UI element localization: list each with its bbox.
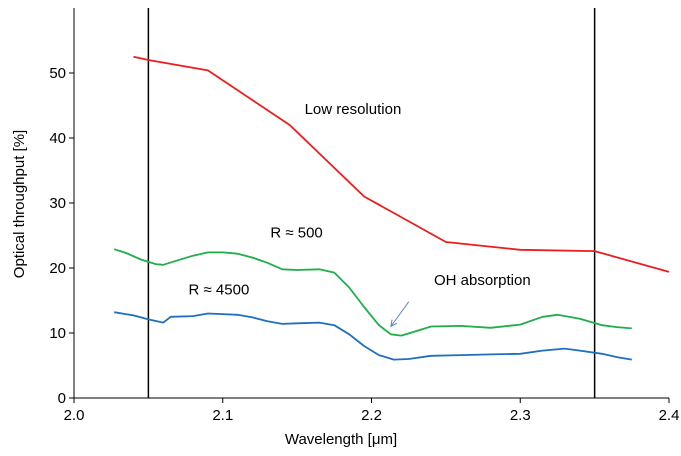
y-tick-label: 0 [58,390,66,407]
r4500-label: R ≈ 4500 [189,282,250,299]
oh-arrow-shaft [390,301,410,327]
vertical-markers [147,8,596,398]
oh-absorption-label: OH absorption [434,272,531,289]
r500-label: R ≈ 500 [270,224,322,241]
oh-arrow-head [390,319,398,328]
x-tick-label: 2.3 [510,407,531,424]
y-tick-label: 20 [49,260,66,277]
x-tick-label: 2.4 [659,407,680,424]
y-tick-label: 10 [49,325,66,342]
y-tick-label: 30 [49,195,66,212]
y-axis-title: Optical throughput [%] [11,130,28,278]
y-tick-label: 50 [49,65,66,82]
low-resolution-line [133,55,670,273]
r500-line [113,248,632,337]
y-tick-label: 40 [49,130,66,147]
x-tick-label: 2.1 [212,407,233,424]
r4500-line [114,311,632,361]
series-layer [113,55,670,361]
annotation-layer: Low resolution R ≈ 500 R ≈ 4500 OH absorpti… [189,101,531,328]
x-tick-label: 2.2 [361,407,382,424]
low-resolution-label: Low resolution [305,101,402,118]
plot-frame [73,8,669,399]
x-tick-label: 2.0 [64,407,85,424]
x-axis-title: Wavelength [μm] [285,431,397,448]
tick-layer: 2.0 2.1 2.2 2.3 2.4 0 10 20 30 40 50 [49,65,679,424]
